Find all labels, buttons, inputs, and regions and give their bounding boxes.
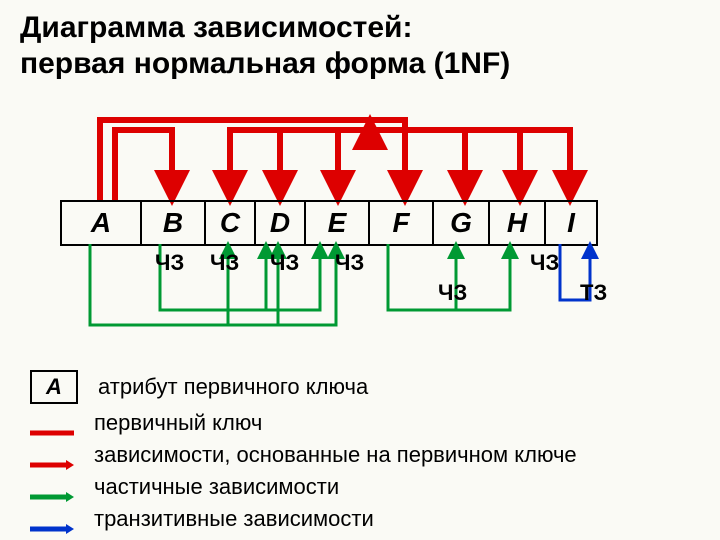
legend: A атрибут первичного ключа первичный клю… (30, 370, 690, 538)
dep-label: ЧЗ (530, 250, 559, 276)
title-line-2: первая нормальная форма (1NF) (20, 47, 510, 80)
legend-swatch-2 (30, 482, 74, 492)
dep-label: ЧЗ (155, 250, 184, 276)
legend-text-0: первичный ключ (94, 410, 262, 436)
legend-key-box: A (30, 370, 78, 404)
dep-label: ЧЗ (270, 250, 299, 276)
legend-text-1: зависимости, основанные на первичном клю… (94, 442, 577, 468)
legend-row-2: частичные зависимости (30, 474, 690, 500)
legend-text-key-attr: атрибут первичного ключа (98, 374, 368, 400)
legend-swatch-0 (30, 418, 74, 428)
legend-row-key-attr: A атрибут первичного ключа (30, 370, 690, 404)
legend-row-3: транзитивные зависимости (30, 506, 690, 532)
legend-row-1: зависимости, основанные на первичном клю… (30, 442, 690, 468)
title-line-1: Диаграмма зависимостей: (20, 11, 412, 44)
dep-label: ЧЗ (335, 250, 364, 276)
legend-text-2: частичные зависимости (94, 474, 339, 500)
legend-text-3: транзитивные зависимости (94, 506, 374, 532)
legend-swatch-1 (30, 450, 74, 460)
transitive-deps (60, 100, 680, 360)
legend-row-0: первичный ключ (30, 410, 690, 436)
legend-swatch-3 (30, 514, 74, 524)
dep-label: ЧЗ (438, 280, 467, 306)
dep-label: ЧЗ (210, 250, 239, 276)
dependency-diagram: ABCDEFGHI ЧЗЧЗЧЗЧЗЧЗЧЗТЗ (60, 100, 680, 360)
dep-label: ТЗ (580, 280, 607, 306)
